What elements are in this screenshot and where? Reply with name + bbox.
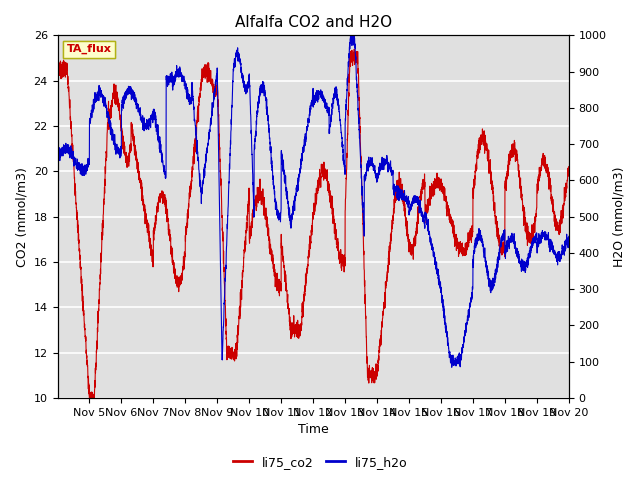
li75_co2	[426, 198, 433, 204]
li75_h2o	[524, 255, 532, 261]
Title: Alfalfa CO2 and H2O: Alfalfa CO2 and H2O	[235, 15, 392, 30]
li75_co2	[54, 60, 61, 65]
li75_h2o	[54, 155, 61, 160]
li75_co2	[350, 47, 358, 52]
li75_h2o	[549, 243, 557, 249]
Legend: TA_flux: TA_flux	[63, 41, 115, 58]
li75_h2o	[268, 166, 276, 172]
li75_h2o	[347, 33, 355, 38]
li75_h2o	[273, 207, 280, 213]
li75_co2	[269, 256, 276, 262]
Legend: li75_co2, li75_h2o: li75_co2, li75_h2o	[228, 451, 412, 474]
li75_co2	[273, 279, 280, 285]
li75_co2	[549, 207, 557, 213]
li75_co2	[524, 223, 532, 229]
li75_h2o	[425, 228, 433, 234]
li75_h2o	[296, 168, 304, 174]
li75_h2o	[565, 233, 573, 239]
Line: li75_co2: li75_co2	[58, 49, 569, 398]
Y-axis label: CO2 (mmol/m3): CO2 (mmol/m3)	[15, 167, 28, 266]
X-axis label: Time: Time	[298, 423, 328, 436]
li75_co2	[297, 324, 305, 330]
li75_co2	[86, 395, 93, 401]
Y-axis label: H2O (mmol/m3): H2O (mmol/m3)	[612, 167, 625, 267]
li75_h2o	[448, 364, 456, 370]
li75_co2	[565, 164, 573, 169]
Line: li75_h2o: li75_h2o	[58, 36, 569, 367]
